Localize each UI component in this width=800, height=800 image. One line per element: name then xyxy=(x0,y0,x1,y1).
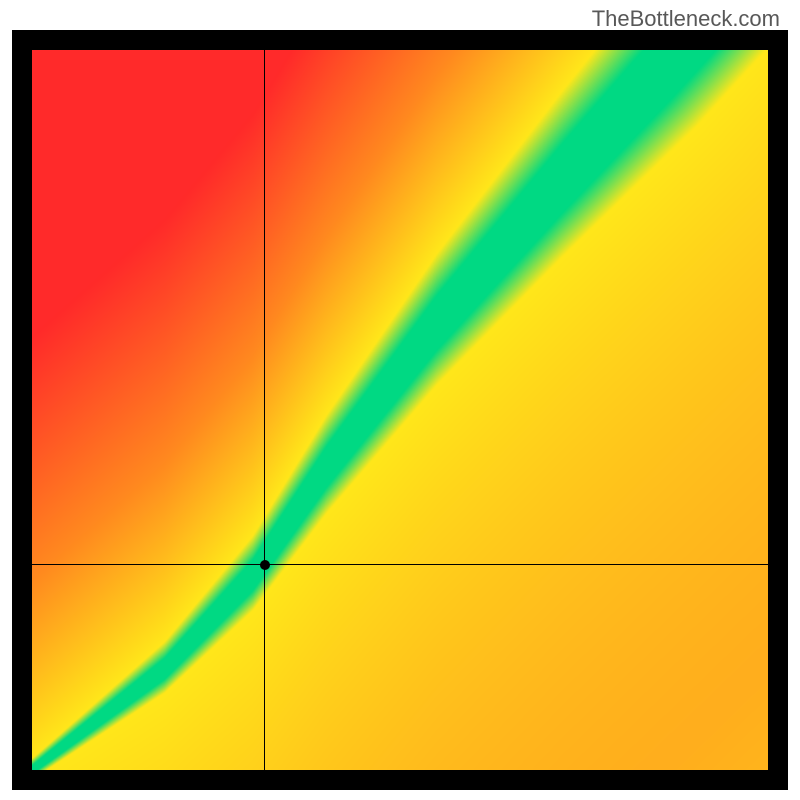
watermark-text: TheBottleneck.com xyxy=(592,6,780,32)
crosshair-horizontal xyxy=(32,564,768,565)
root-container: TheBottleneck.com xyxy=(0,0,800,800)
crosshair-marker xyxy=(260,560,270,570)
chart-frame xyxy=(12,30,788,790)
crosshair-vertical xyxy=(264,50,265,770)
heatmap-canvas xyxy=(32,50,768,770)
heatmap-plot xyxy=(32,50,768,770)
